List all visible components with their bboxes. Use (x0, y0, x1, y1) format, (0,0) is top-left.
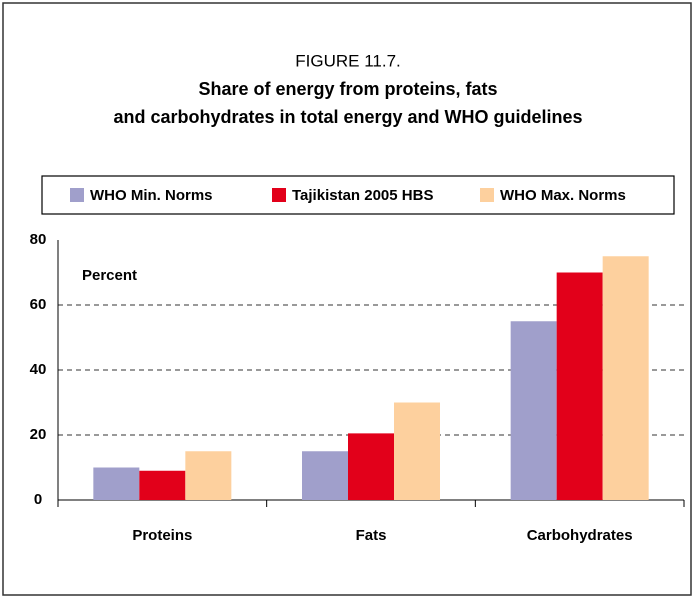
figure-label: FIGURE 11.7. (295, 51, 401, 70)
y-annotation: Percent (82, 267, 137, 284)
legend-label: Tajikistan 2005 HBS (292, 187, 433, 204)
x-tick-label: Fats (356, 527, 387, 544)
legend-swatch (480, 188, 494, 202)
legend-swatch (272, 188, 286, 202)
bar (139, 470, 186, 500)
y-tick-label: 40 (30, 361, 47, 378)
bar (510, 321, 557, 500)
x-tick-label: Proteins (132, 527, 192, 544)
chart-title: Share of energy from proteins, fats (198, 79, 497, 99)
bar (185, 451, 232, 500)
y-tick-label: 80 (30, 231, 47, 248)
bar (556, 272, 603, 500)
legend-swatch (70, 188, 84, 202)
chart-title-line2: and carbohydrates in total energy and WH… (113, 107, 582, 127)
bar (302, 451, 348, 500)
bar (602, 256, 649, 500)
y-tick-label: 0 (34, 491, 42, 508)
y-tick-label: 60 (30, 296, 47, 313)
legend-label: WHO Min. Norms (90, 187, 213, 204)
y-tick-label: 20 (30, 426, 47, 443)
legend-box (41, 175, 675, 215)
legend-label: WHO Max. Norms (500, 187, 626, 204)
bar (394, 402, 440, 500)
bar (348, 433, 394, 500)
x-tick-label: Carbohydrates (527, 527, 633, 544)
bar (93, 467, 140, 500)
